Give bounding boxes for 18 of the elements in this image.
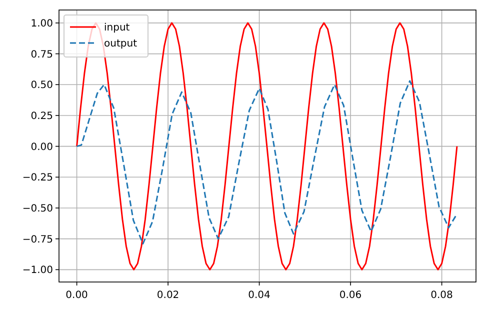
- legend-label: input: [104, 22, 130, 34]
- y-tick-label: −1.00: [22, 265, 53, 276]
- x-tick-label: 0.00: [66, 290, 88, 301]
- y-tick-label: 0.25: [30, 110, 53, 122]
- y-tick-label: 0.75: [30, 49, 53, 60]
- x-tick-label: 0.04: [248, 290, 270, 301]
- y-tick-label: 0.00: [30, 142, 53, 153]
- y-tick-label: −0.50: [22, 203, 53, 214]
- legend-label: output: [104, 38, 138, 50]
- y-tick-label: −0.25: [22, 172, 53, 184]
- y-tick-label: 1.00: [30, 18, 53, 30]
- line-series: [76, 22, 458, 270]
- x-tick-label: 0.06: [339, 290, 362, 301]
- y-tick-label: −0.75: [22, 234, 53, 246]
- x-tick-label: 0.08: [430, 290, 453, 301]
- x-tick-label: 0.02: [156, 290, 180, 301]
- y-tick-label: 0.50: [30, 80, 53, 92]
- line-series: [76, 80, 458, 245]
